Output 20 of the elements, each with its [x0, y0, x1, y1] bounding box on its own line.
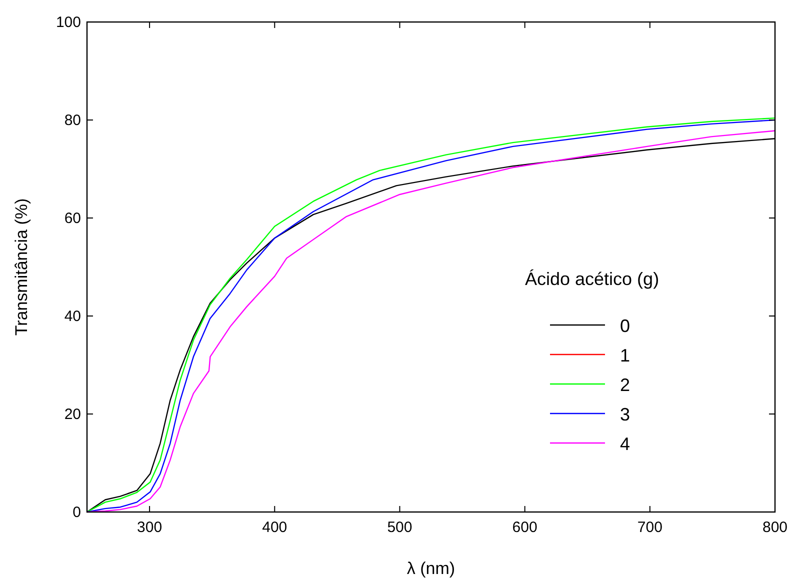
legend-label: 3: [620, 404, 630, 424]
legend-title: Ácido acético (g): [525, 269, 660, 289]
y-tick-label: 100: [56, 14, 81, 31]
y-axis-title: Transmitância (%): [12, 198, 31, 336]
x-axis-title: λ (nm): [406, 559, 456, 578]
x-tick-label: 800: [762, 519, 788, 536]
x-tick-label: 300: [137, 519, 162, 536]
legend-label: 1: [620, 346, 630, 366]
x-tick-label: 500: [387, 519, 412, 536]
y-tick-label: 0: [72, 504, 81, 521]
x-tick-label: 600: [512, 519, 538, 536]
y-tick-label: 20: [64, 406, 81, 423]
y-tick-label: 60: [64, 210, 81, 227]
legend-label: 0: [620, 316, 630, 336]
legend-label: 4: [620, 434, 630, 454]
y-tick-label: 40: [64, 308, 81, 325]
legend-label: 2: [620, 375, 630, 395]
x-tick-label: 400: [262, 519, 288, 536]
y-tick-label: 80: [64, 112, 81, 129]
x-tick-label: 700: [637, 519, 662, 536]
